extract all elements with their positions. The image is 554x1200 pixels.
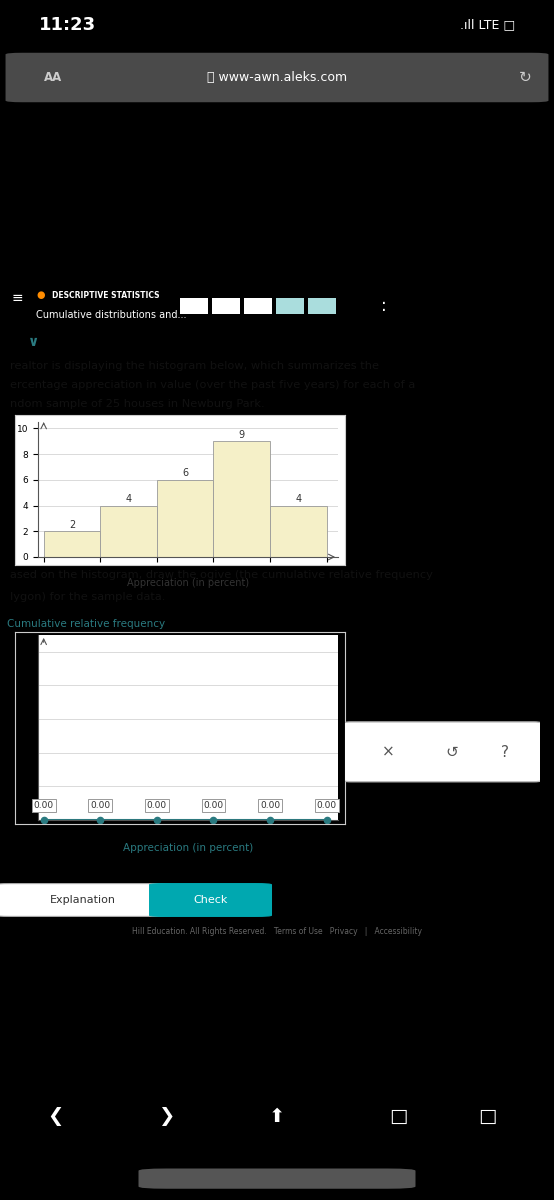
Bar: [180, 298, 208, 314]
Text: DESCRIPTIVE STATISTICS: DESCRIPTIVE STATISTICS: [52, 290, 160, 300]
Text: Explanation: Explanation: [50, 895, 116, 905]
Point: [209, 810, 218, 829]
Text: 0.00: 0.00: [90, 800, 110, 810]
Text: 0.00: 0.00: [203, 800, 223, 810]
FancyBboxPatch shape: [341, 722, 544, 781]
Text: Cumulative distributions and...: Cumulative distributions and...: [36, 311, 187, 320]
Text: ↻: ↻: [519, 70, 532, 85]
Point: [266, 810, 275, 829]
Text: ased on the histogram, draw the ogive (the cumulative relative frequency: ased on the histogram, draw the ogive (t…: [11, 570, 433, 581]
Text: □: □: [389, 1108, 408, 1127]
Bar: [270, 505, 327, 557]
Text: ❮: ❮: [47, 1108, 64, 1127]
Text: □: □: [478, 1108, 497, 1127]
Text: ?: ?: [501, 745, 509, 760]
Text: :: :: [381, 296, 387, 314]
FancyBboxPatch shape: [6, 53, 548, 102]
Text: 0.00: 0.00: [34, 800, 54, 810]
Text: ndom sample of 25 houses in Newburg Park.: ndom sample of 25 houses in Newburg Park…: [11, 400, 265, 409]
Text: ⬆: ⬆: [269, 1108, 285, 1127]
Point: [322, 810, 331, 829]
Text: Hill Education. All Rights Reserved.   Terms of Use   Privacy   |   Accessibilit: Hill Education. All Rights Reserved. Ter…: [132, 926, 422, 936]
Text: lygon) for the sample data.: lygon) for the sample data.: [11, 592, 166, 602]
Bar: [212, 298, 240, 314]
FancyBboxPatch shape: [138, 1169, 416, 1189]
Bar: [100, 505, 157, 557]
Bar: [157, 480, 213, 557]
Text: ∨: ∨: [28, 335, 39, 349]
Text: 9: 9: [239, 430, 245, 439]
Bar: [244, 298, 272, 314]
Text: ×: ×: [382, 745, 394, 760]
Text: 0.00: 0.00: [260, 800, 280, 810]
Text: 0.00: 0.00: [147, 800, 167, 810]
Bar: [276, 298, 304, 314]
Text: 11:23: 11:23: [39, 16, 96, 34]
Bar: [44, 532, 100, 557]
Point: [39, 810, 48, 829]
FancyBboxPatch shape: [150, 883, 271, 917]
Text: Cumulative relative frequency: Cumulative relative frequency: [7, 619, 165, 629]
Text: ≡: ≡: [12, 290, 24, 305]
Text: ●: ●: [36, 290, 44, 300]
Text: 4: 4: [295, 494, 301, 504]
Bar: [308, 298, 336, 314]
X-axis label: Appreciation (in percent): Appreciation (in percent): [123, 842, 253, 853]
Text: realtor is displaying the histogram below, which summarizes the: realtor is displaying the histogram belo…: [11, 361, 379, 371]
Text: ercentage appreciation in value (over the past five years) for each of a: ercentage appreciation in value (over th…: [11, 380, 416, 390]
Text: Check: Check: [193, 895, 228, 905]
X-axis label: Appreciation (in percent): Appreciation (in percent): [127, 578, 249, 588]
Text: 🔒 www-awn.aleks.com: 🔒 www-awn.aleks.com: [207, 71, 347, 84]
Bar: [213, 442, 270, 557]
Text: .ıll LTE □: .ıll LTE □: [460, 18, 515, 31]
Text: ❯: ❯: [158, 1108, 175, 1127]
Point: [96, 810, 105, 829]
Text: 0.00: 0.00: [317, 800, 337, 810]
Text: 2: 2: [69, 520, 75, 529]
Text: 6: 6: [182, 468, 188, 479]
Text: ↺: ↺: [446, 745, 459, 760]
FancyBboxPatch shape: [0, 883, 172, 917]
Text: AA: AA: [44, 71, 63, 84]
Text: 4: 4: [126, 494, 132, 504]
Point: [152, 810, 161, 829]
